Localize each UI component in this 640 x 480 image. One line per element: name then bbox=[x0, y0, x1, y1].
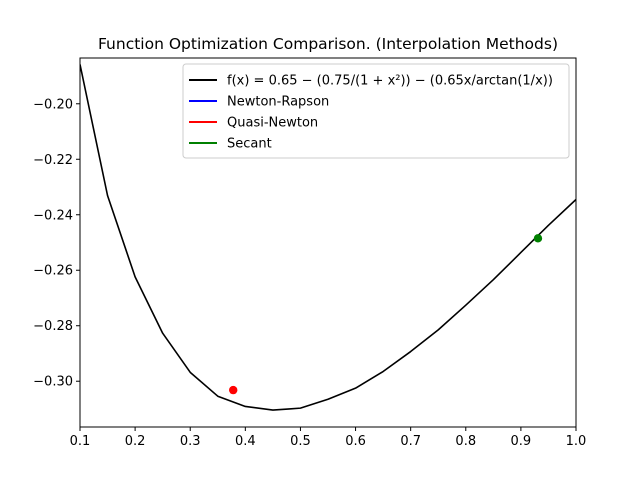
axes: 0.1 0.2 0.3 0.4 0.5 0.6 0.7 0.8 0.9 1.0 −0.20 −0.22… bbox=[33, 57, 587, 449]
series-point-2 bbox=[229, 385, 238, 395]
y-tick-label: −0.22 bbox=[33, 153, 73, 168]
plot-area bbox=[80, 64, 576, 411]
legend-label-0: f(x) = 0.65 − (0.75/(1 + x²)) − (0.65x/a… bbox=[227, 74, 553, 89]
chart-title: Function Optimization Comparison. (Inter… bbox=[98, 35, 558, 53]
legend-label-3: Secant bbox=[227, 137, 272, 152]
x-tick-label: 0.4 bbox=[235, 434, 256, 449]
legend-box bbox=[182, 63, 570, 159]
series-line-0 bbox=[80, 64, 576, 411]
legend-label-2: Quasi-Newton bbox=[227, 116, 318, 131]
series-point-3 bbox=[533, 234, 543, 243]
x-tick-label: 0.9 bbox=[511, 434, 532, 449]
y-tick-label: −0.26 bbox=[33, 264, 73, 279]
x-tick-label: 0.2 bbox=[125, 434, 146, 449]
y-tick-label: −0.20 bbox=[33, 97, 73, 112]
axes-frame bbox=[79, 57, 577, 428]
y-tick-label: −0.28 bbox=[33, 319, 73, 334]
x-tick-label: 0.6 bbox=[345, 434, 366, 449]
y-tick-label: −0.24 bbox=[33, 208, 73, 223]
legend-label-1: Newton-Rapson bbox=[227, 95, 329, 110]
x-tick-label: 0.1 bbox=[70, 434, 91, 449]
y-tick-label: −0.30 bbox=[33, 375, 73, 390]
x-tick-label: 0.5 bbox=[290, 434, 311, 449]
x-tick-label: 1.0 bbox=[566, 434, 587, 449]
x-tick-label: 0.8 bbox=[455, 434, 476, 449]
x-tick-label: 0.3 bbox=[180, 434, 201, 449]
legend: f(x) = 0.65 − (0.75/(1 + x²)) − (0.65x/a… bbox=[182, 63, 570, 159]
x-tick-label: 0.7 bbox=[400, 434, 421, 449]
